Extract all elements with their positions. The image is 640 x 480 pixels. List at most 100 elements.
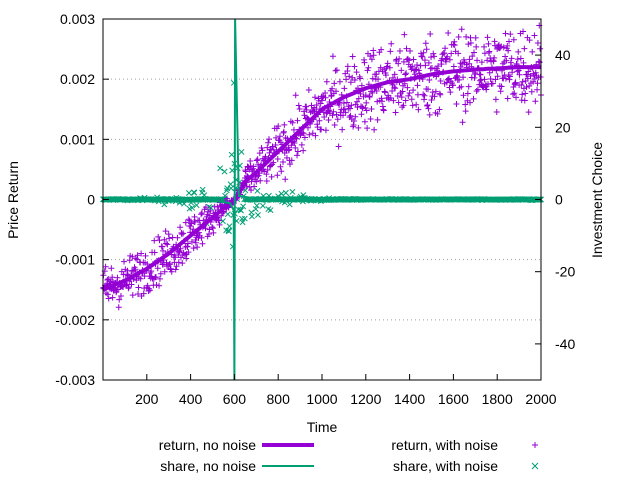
return-noise-marker — [254, 173, 261, 180]
y-tick-label: 0 — [87, 192, 95, 208]
return-noise-marker — [389, 87, 396, 94]
return-noise-marker — [156, 282, 163, 289]
return-noise-marker — [159, 243, 166, 250]
share-noise-marker — [189, 204, 196, 211]
return-noise-marker — [113, 287, 120, 294]
return-noise-marker — [392, 109, 399, 116]
return-noise-marker — [259, 147, 266, 154]
return-noise-marker — [427, 30, 434, 37]
return-noise-marker — [303, 106, 310, 113]
return-noise-marker — [428, 54, 435, 61]
return-noise-marker — [477, 71, 484, 78]
return-noise-marker — [304, 124, 311, 131]
return-noise-marker — [379, 98, 386, 105]
return-noise-marker — [207, 207, 214, 214]
return-noise-marker — [470, 95, 477, 102]
return-noise-marker — [160, 247, 167, 254]
return-noise-marker — [155, 233, 162, 240]
return-noise-marker — [255, 161, 262, 168]
return-noise-marker — [267, 162, 274, 169]
return-noise-marker — [343, 99, 350, 106]
return-noise-marker — [129, 292, 136, 299]
return-noise-marker — [270, 159, 277, 166]
share-noise-marker — [228, 185, 235, 192]
return-noise-marker — [274, 155, 281, 162]
return-noise-marker — [458, 83, 465, 90]
share-noise-marker — [223, 187, 230, 194]
share-noise-marker — [217, 165, 224, 172]
return-noise-marker — [395, 99, 402, 106]
return-noise-marker — [282, 176, 289, 183]
return-noise-marker — [114, 274, 121, 281]
return-noise-marker — [177, 224, 184, 231]
return-noise-marker — [121, 258, 128, 265]
return-noise-marker — [509, 91, 516, 98]
return-noise-marker — [132, 266, 139, 273]
return-noise-marker — [322, 94, 329, 101]
return-noise-marker — [109, 294, 116, 301]
return-noise-marker — [528, 88, 535, 95]
return-noise-marker — [419, 53, 426, 60]
return-noise-marker — [277, 163, 284, 170]
return-noise-marker — [257, 177, 264, 184]
x-tick-label: 400 — [179, 391, 203, 407]
return-noise-marker — [362, 104, 369, 111]
share-noise-marker — [221, 168, 228, 175]
return-noise-marker — [102, 263, 109, 270]
return-noise-marker — [322, 127, 329, 134]
return-noise-marker — [326, 107, 333, 114]
return-noise-marker — [254, 156, 261, 163]
return-noise-marker — [410, 56, 417, 63]
share-noise-marker — [252, 206, 259, 212]
return-noise-marker — [425, 105, 432, 112]
return-noise-marker — [492, 42, 499, 49]
return-noise-marker — [388, 40, 395, 47]
return-noise-marker — [298, 141, 305, 148]
return-noise-marker — [340, 112, 347, 119]
return-noise-marker — [537, 45, 544, 52]
y-axis-label: Price Return — [5, 161, 21, 239]
return-noise-marker — [466, 56, 473, 63]
return-noise-marker — [442, 45, 449, 52]
return-noise-marker — [414, 91, 421, 98]
return-noise-marker — [492, 76, 499, 83]
return-noise-marker — [531, 32, 538, 39]
return-noise-marker — [424, 101, 431, 108]
return-noise-marker — [455, 50, 462, 57]
return-noise-marker — [332, 67, 339, 74]
return-noise-marker — [514, 56, 521, 63]
return-noise-marker — [519, 78, 526, 85]
return-noise-marker — [532, 69, 539, 76]
return-noise-marker — [403, 45, 410, 52]
share-noise-marker — [278, 190, 285, 197]
return-noise-marker — [446, 84, 453, 91]
return-noise-marker — [471, 74, 478, 81]
return-noise-marker — [361, 59, 368, 66]
return-noise-marker — [295, 102, 302, 109]
return-noise-marker — [462, 108, 469, 115]
return-noise-marker — [349, 53, 356, 60]
return-noise-marker — [398, 67, 405, 74]
return-noise-marker — [529, 48, 536, 55]
return-noise-marker — [518, 81, 525, 88]
share-noise-marker — [219, 218, 226, 225]
return-noise-marker — [351, 77, 358, 84]
return-noise-marker — [428, 64, 435, 71]
return-noise-marker — [375, 76, 382, 83]
return-noise-marker — [272, 142, 279, 149]
return-noise-marker — [156, 275, 163, 282]
return-noise-marker — [444, 53, 451, 60]
return-noise-marker — [368, 106, 375, 113]
return-noise-marker — [148, 268, 155, 275]
return-noise-marker — [311, 94, 318, 101]
return-noise-marker — [391, 84, 398, 91]
legend-label: share, no noise — [160, 458, 256, 474]
return-noise-marker — [522, 90, 529, 97]
return-noise-marker — [164, 241, 171, 248]
return-noise-marker — [174, 234, 181, 241]
return-noise-marker — [474, 86, 481, 93]
share-noise-marker — [207, 204, 214, 211]
legend-swatch — [531, 462, 539, 470]
return-noise-marker — [425, 59, 432, 66]
share-noise-marker — [240, 203, 247, 210]
